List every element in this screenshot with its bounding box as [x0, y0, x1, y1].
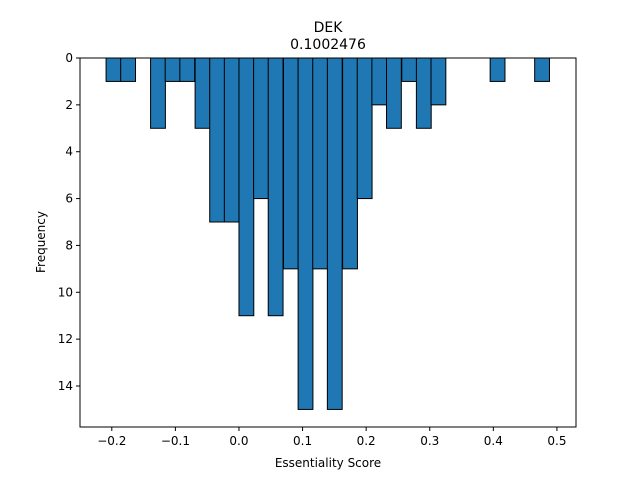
y-axis-ticks: 0 2 4 6 8 10 12 14 — [58, 51, 80, 393]
histogram-bar-13 — [312, 57, 329, 270]
histogram-bar-1 — [120, 57, 137, 82]
histogram-bar-6 — [209, 57, 226, 223]
x-tick-label: 0.0 — [229, 434, 248, 448]
x-tick-label: 0.4 — [484, 434, 503, 448]
histogram-bar-16 — [356, 57, 373, 200]
y-tick-label: 10 — [58, 285, 73, 299]
chart-subtitle: 0.1002476 — [290, 37, 366, 53]
histogram-bar-22 — [489, 57, 506, 82]
x-axis-label: Essentiality Score — [275, 456, 381, 470]
histogram-bar-10 — [267, 57, 284, 317]
histogram-bar-12 — [297, 57, 314, 410]
y-tick-label: 0 — [65, 51, 73, 65]
histogram-bar-4 — [179, 57, 196, 82]
y-tick-label: 8 — [65, 238, 73, 252]
x-tick-label: 0.3 — [420, 434, 439, 448]
histogram-bar-21 — [430, 57, 447, 106]
chart-title: DEK — [314, 20, 344, 36]
x-tick-label: 0.2 — [357, 434, 376, 448]
histogram-bar-7 — [223, 57, 240, 223]
histogram-bar-2 — [150, 57, 166, 129]
histogram-bar-18 — [386, 57, 402, 129]
y-tick-label: 12 — [58, 332, 73, 346]
x-tick-label: −0.1 — [161, 434, 190, 448]
axes-frame — [79, 57, 577, 428]
bars-group — [105, 57, 550, 410]
histogram-bar-14 — [326, 57, 343, 410]
histogram-bar-0 — [105, 57, 122, 82]
y-tick-label: 4 — [65, 145, 73, 159]
histogram-bar-17 — [371, 57, 388, 106]
histogram-bar-23 — [534, 57, 550, 82]
histogram-bar-20 — [415, 57, 432, 129]
x-tick-label: −0.2 — [97, 434, 126, 448]
histogram-bar-8 — [238, 57, 255, 317]
histogram-bar-15 — [342, 57, 358, 270]
histogram-bar-3 — [164, 57, 181, 82]
histogram-bar-5 — [194, 57, 211, 129]
y-axis-label: Frequency — [34, 211, 48, 273]
x-tick-label: 0.5 — [547, 434, 566, 448]
y-tick-label: 14 — [58, 379, 73, 393]
histogram-bar-9 — [253, 57, 269, 200]
y-tick-label: 2 — [65, 98, 73, 112]
histogram-bar-19 — [401, 57, 418, 82]
x-axis-ticks: −0.2 −0.1 0.0 0.1 0.2 0.3 0.4 0.5 — [97, 427, 566, 448]
x-tick-label: 0.1 — [293, 434, 312, 448]
histogram-bar-11 — [282, 57, 299, 270]
y-tick-label: 6 — [65, 192, 73, 206]
